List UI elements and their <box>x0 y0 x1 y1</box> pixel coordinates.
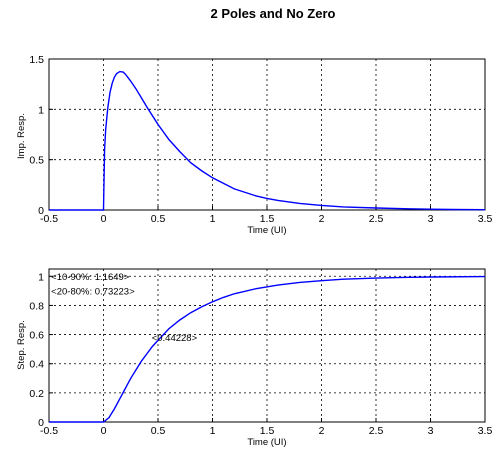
y-tick-label: 0.5 <box>29 155 44 167</box>
data-annotation: <20-80%: 0.73223> <box>51 286 135 297</box>
x-tick-label: 1 <box>210 213 216 225</box>
x-tick-label: 3 <box>428 213 434 225</box>
data-annotation: <0.44228> <box>152 333 198 344</box>
x-tick-label: 3.5 <box>478 425 493 437</box>
series-line <box>49 275 486 423</box>
series-line <box>49 70 486 211</box>
x-tick-label: 1 <box>210 425 216 437</box>
y-tick-label: 0.8 <box>29 300 44 312</box>
y-axis-label: Imp. Resp. <box>16 113 27 159</box>
x-tick-label: 3 <box>428 425 434 437</box>
x-tick-label: 2 <box>319 213 325 225</box>
x-tick-label: 2.5 <box>369 425 384 437</box>
x-tick-label: 1.5 <box>260 425 275 437</box>
x-tick-label: 0 <box>101 213 107 225</box>
y-tick-label: 0 <box>38 205 44 217</box>
x-tick-label: 0 <box>101 425 107 437</box>
y-tick-label: 1 <box>38 271 44 283</box>
x-tick-label: 3.5 <box>478 213 493 225</box>
x-tick-label: -0.5 <box>40 425 58 437</box>
x-tick-label: 0.5 <box>151 213 166 225</box>
y-tick-label: 0 <box>38 417 44 429</box>
y-tick-label: 0.4 <box>29 359 44 371</box>
y-tick-label: 0.2 <box>29 388 44 400</box>
y-axis-label: Step. Resp. <box>16 320 27 370</box>
figure-title: 2 Poles and No Zero <box>211 6 336 21</box>
x-tick-label: 2 <box>319 425 325 437</box>
x-tick-label: 2.5 <box>369 213 384 225</box>
x-tick-label: -0.5 <box>40 213 58 225</box>
y-tick-label: 1 <box>38 104 44 116</box>
x-axis-label: Time (UI) <box>247 437 286 448</box>
y-tick-label: 1.5 <box>29 54 44 66</box>
y-tick-label: 0.6 <box>29 330 44 342</box>
data-annotation: <10-90%: 1.1649> <box>51 272 130 283</box>
x-tick-label: 1.5 <box>260 213 275 225</box>
x-tick-label: 0.5 <box>151 425 166 437</box>
x-axis-label: Time (UI) <box>247 225 286 236</box>
